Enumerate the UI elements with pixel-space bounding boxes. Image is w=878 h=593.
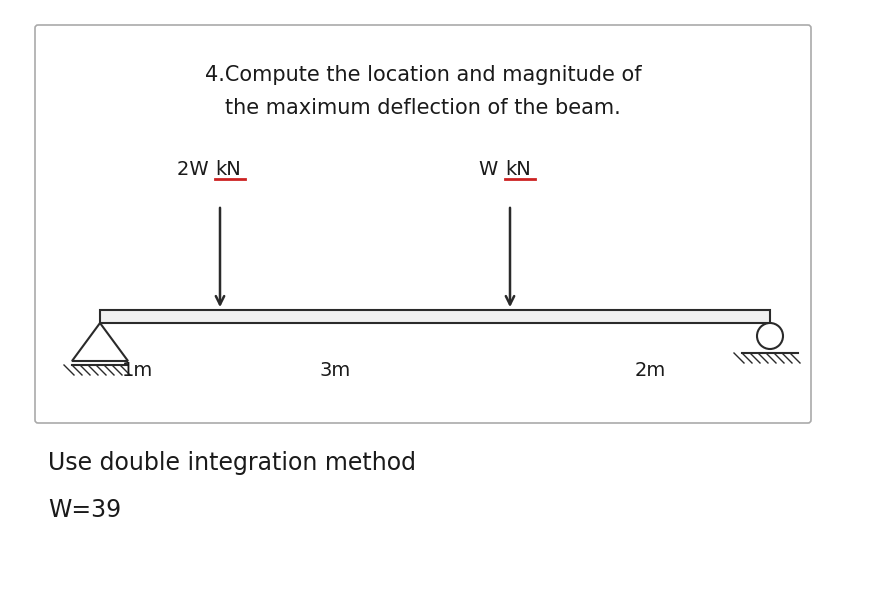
Text: kN: kN [505,160,530,179]
Circle shape [756,323,782,349]
FancyBboxPatch shape [35,25,810,423]
Text: 4.Compute the location and magnitude of: 4.Compute the location and magnitude of [205,65,641,85]
Polygon shape [72,323,128,361]
Text: W=39: W=39 [48,498,121,522]
Text: 2m: 2m [634,361,665,380]
Text: 3m: 3m [319,361,350,380]
Text: the maximum deflection of the beam.: the maximum deflection of the beam. [225,98,620,118]
Text: 1m: 1m [122,361,153,380]
Text: W: W [479,160,505,179]
Text: 2W: 2W [177,160,215,179]
Text: Use double integration method: Use double integration method [48,451,415,475]
Text: kN: kN [215,160,241,179]
Bar [100,310,769,323]
